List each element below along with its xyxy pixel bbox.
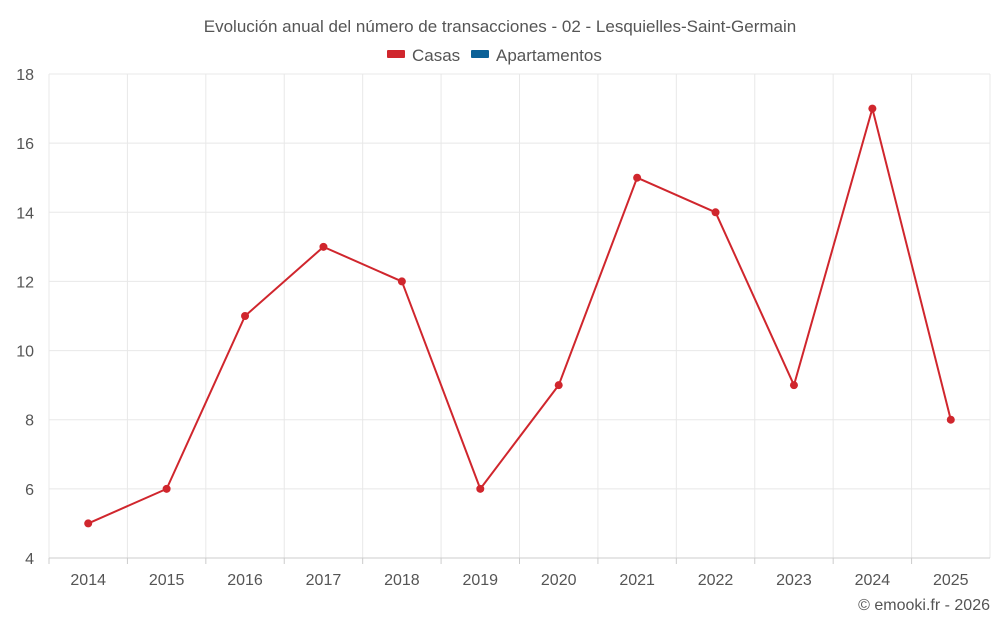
data-point[interactable] bbox=[633, 173, 642, 182]
series-casas bbox=[84, 104, 955, 528]
data-point[interactable] bbox=[946, 415, 955, 424]
y-tick-label: 12 bbox=[16, 274, 34, 291]
data-point[interactable] bbox=[319, 242, 328, 251]
legend-swatch-casas bbox=[387, 50, 405, 58]
data-point[interactable] bbox=[789, 381, 798, 390]
data-point[interactable] bbox=[711, 208, 720, 217]
x-tick-label: 2019 bbox=[462, 572, 498, 589]
x-tick-label: 2021 bbox=[619, 572, 655, 589]
x-tick-label: 2020 bbox=[541, 572, 577, 589]
y-tick-label: 18 bbox=[16, 67, 34, 84]
x-tick-label: 2017 bbox=[306, 572, 342, 589]
series-line-casas bbox=[87, 107, 952, 525]
y-tick-label: 16 bbox=[16, 136, 34, 153]
legend-label-casas: Casas bbox=[412, 46, 460, 65]
y-tick-label: 8 bbox=[25, 413, 34, 430]
x-tick-label: 2025 bbox=[933, 572, 969, 589]
legend-item-apartamentos[interactable]: Apartamentos bbox=[471, 46, 602, 65]
data-point[interactable] bbox=[397, 277, 406, 286]
axes bbox=[48, 557, 990, 564]
y-axis-ticks: 4 6 8 10 12 14 16 18 bbox=[16, 67, 34, 568]
legend-swatch-apartamentos bbox=[471, 50, 489, 58]
y-tick-label: 10 bbox=[16, 344, 34, 361]
credit-text: © emooki.fr - 2026 bbox=[858, 597, 990, 614]
x-tick-label: 2024 bbox=[855, 572, 891, 589]
x-tick-label: 2016 bbox=[227, 572, 263, 589]
x-tick-label: 2018 bbox=[384, 572, 420, 589]
y-tick-label: 4 bbox=[25, 551, 34, 568]
y-tick-label: 14 bbox=[16, 205, 34, 222]
data-point[interactable] bbox=[241, 312, 250, 320]
legend-item-casas[interactable]: Casas bbox=[387, 46, 460, 65]
data-point[interactable] bbox=[84, 519, 93, 528]
grid bbox=[48, 73, 991, 558]
legend[interactable]: Casas Apartamentos bbox=[387, 46, 602, 65]
chart-title: Evolución anual del número de transaccio… bbox=[204, 17, 797, 36]
y-tick-label: 6 bbox=[25, 482, 34, 499]
x-tick-label: 2015 bbox=[149, 572, 185, 589]
data-point[interactable] bbox=[868, 104, 877, 113]
data-point[interactable] bbox=[476, 484, 485, 493]
data-point[interactable] bbox=[554, 381, 563, 390]
x-axis-ticks: 2014 2015 2016 2017 2018 2019 2020 2021 2022 2023… bbox=[70, 572, 968, 589]
x-tick-label: 2022 bbox=[698, 572, 734, 589]
x-tick-label: 2014 bbox=[70, 572, 106, 589]
legend-label-apartamentos: Apartamentos bbox=[496, 46, 602, 65]
data-point[interactable] bbox=[162, 484, 171, 493]
x-tick-label: 2023 bbox=[776, 572, 812, 589]
